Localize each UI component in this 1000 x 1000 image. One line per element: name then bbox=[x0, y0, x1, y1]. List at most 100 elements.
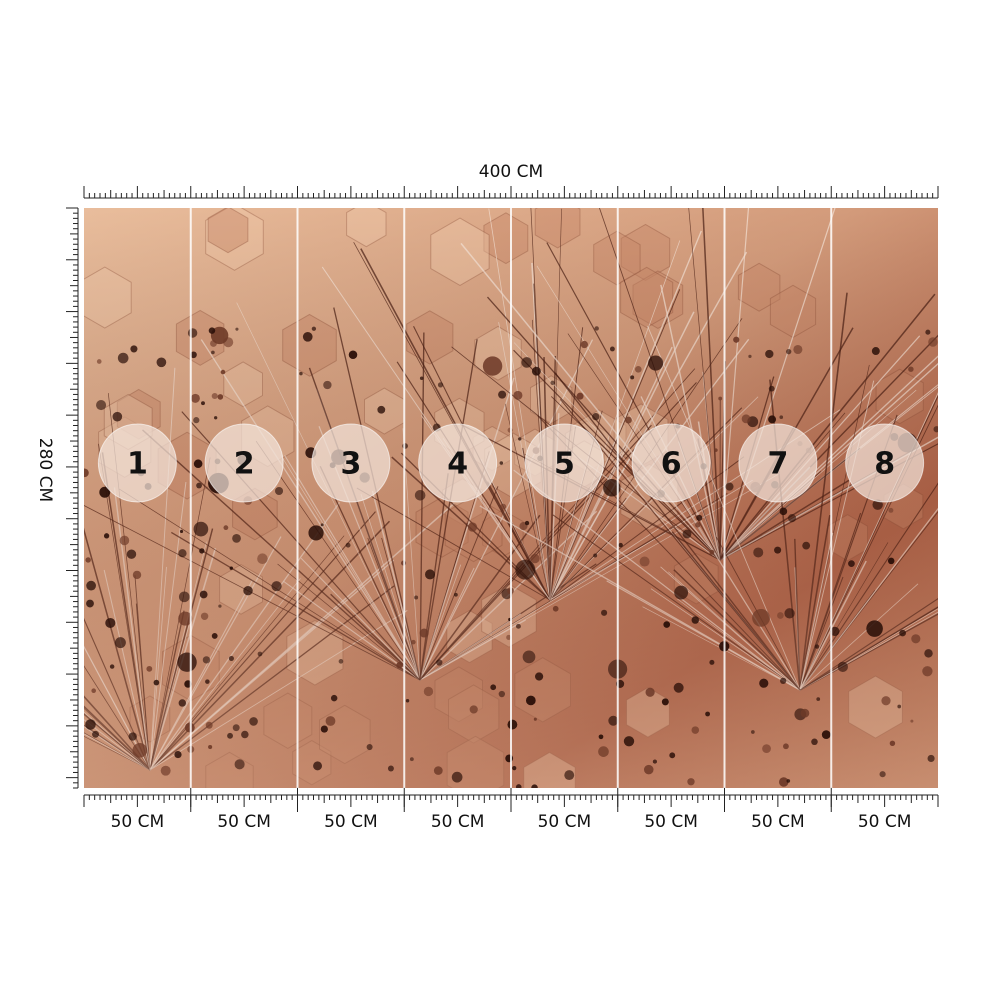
droplet bbox=[759, 678, 769, 688]
droplet bbox=[323, 380, 332, 390]
droplet bbox=[785, 348, 792, 355]
droplet bbox=[325, 716, 336, 726]
droplet bbox=[830, 626, 840, 636]
droplet bbox=[193, 417, 200, 424]
droplet bbox=[84, 468, 89, 478]
droplet bbox=[320, 725, 328, 733]
droplet bbox=[593, 553, 598, 558]
droplet bbox=[92, 730, 100, 738]
droplet bbox=[257, 553, 268, 564]
droplet bbox=[800, 708, 810, 718]
droplet bbox=[648, 355, 664, 371]
panel-number: 7 bbox=[767, 447, 788, 482]
droplet bbox=[603, 479, 621, 497]
droplet bbox=[866, 620, 883, 637]
droplet bbox=[396, 661, 403, 669]
droplet bbox=[241, 730, 249, 739]
droplet bbox=[228, 655, 234, 661]
droplet bbox=[199, 590, 208, 599]
droplet bbox=[128, 732, 137, 741]
droplet bbox=[208, 744, 213, 750]
droplet bbox=[126, 549, 137, 559]
droplet bbox=[433, 766, 443, 775]
panel-number: 3 bbox=[340, 447, 361, 482]
droplet bbox=[910, 719, 914, 723]
droplet bbox=[469, 705, 478, 714]
droplet bbox=[783, 743, 789, 750]
droplet bbox=[522, 650, 536, 664]
droplet bbox=[531, 784, 538, 788]
droplet bbox=[217, 394, 224, 400]
droplet bbox=[234, 759, 245, 770]
height-label: 280 CM bbox=[35, 438, 55, 502]
droplet bbox=[608, 715, 619, 726]
droplet bbox=[437, 382, 444, 388]
panel-width: 50 CM bbox=[111, 812, 165, 832]
droplet bbox=[302, 331, 313, 342]
droplet bbox=[751, 730, 755, 734]
panel-badge bbox=[97, 423, 177, 503]
droplet bbox=[908, 366, 914, 372]
panel-width: 50 CM bbox=[217, 812, 271, 832]
panel-width: 50 CM bbox=[431, 812, 485, 832]
droplet bbox=[419, 376, 424, 381]
rulers bbox=[66, 186, 939, 812]
droplet bbox=[753, 547, 764, 558]
droplet bbox=[881, 696, 891, 706]
droplet bbox=[691, 726, 700, 734]
droplet bbox=[132, 570, 142, 580]
droplet bbox=[639, 556, 650, 567]
droplet bbox=[345, 542, 351, 548]
droplet bbox=[786, 779, 791, 783]
droplet bbox=[190, 393, 200, 403]
droplet bbox=[652, 759, 657, 764]
droplet bbox=[178, 549, 187, 558]
droplet bbox=[243, 585, 253, 596]
droplet bbox=[811, 738, 818, 746]
droplet bbox=[85, 557, 91, 563]
droplet bbox=[927, 754, 935, 762]
droplet bbox=[687, 778, 695, 786]
droplet bbox=[91, 688, 96, 694]
droplet bbox=[232, 724, 240, 732]
droplet bbox=[320, 523, 324, 527]
droplet bbox=[525, 695, 536, 706]
panel-number: 4 bbox=[447, 447, 468, 482]
droplet bbox=[592, 412, 600, 421]
droplet bbox=[220, 369, 226, 375]
droplet bbox=[454, 592, 458, 597]
droplet bbox=[709, 659, 715, 665]
droplet bbox=[103, 533, 110, 539]
droplet bbox=[787, 514, 797, 523]
droplet bbox=[768, 415, 777, 424]
droplet bbox=[467, 522, 478, 532]
droplet bbox=[609, 346, 615, 352]
droplet bbox=[518, 437, 522, 441]
droplet bbox=[223, 525, 229, 531]
droplet bbox=[871, 347, 880, 355]
droplet bbox=[218, 604, 222, 608]
panel-badge bbox=[738, 423, 818, 503]
droplet bbox=[513, 390, 523, 400]
panel-number: 8 bbox=[874, 447, 895, 482]
droplet bbox=[499, 461, 504, 465]
droplet bbox=[211, 350, 215, 355]
droplet bbox=[752, 608, 770, 627]
droplet bbox=[211, 633, 218, 639]
droplet bbox=[669, 752, 676, 759]
droplet bbox=[109, 664, 115, 669]
droplet bbox=[814, 644, 820, 649]
droplet bbox=[146, 665, 153, 672]
droplet bbox=[709, 549, 715, 555]
droplet bbox=[733, 336, 740, 343]
droplet bbox=[793, 344, 803, 355]
droplet bbox=[661, 698, 669, 706]
droplet bbox=[227, 732, 233, 739]
droplet bbox=[348, 350, 358, 360]
droplet bbox=[515, 623, 521, 629]
droplet bbox=[105, 617, 116, 629]
droplet bbox=[922, 666, 933, 677]
droplet bbox=[768, 385, 775, 392]
droplet bbox=[490, 684, 497, 691]
droplet bbox=[405, 699, 410, 703]
